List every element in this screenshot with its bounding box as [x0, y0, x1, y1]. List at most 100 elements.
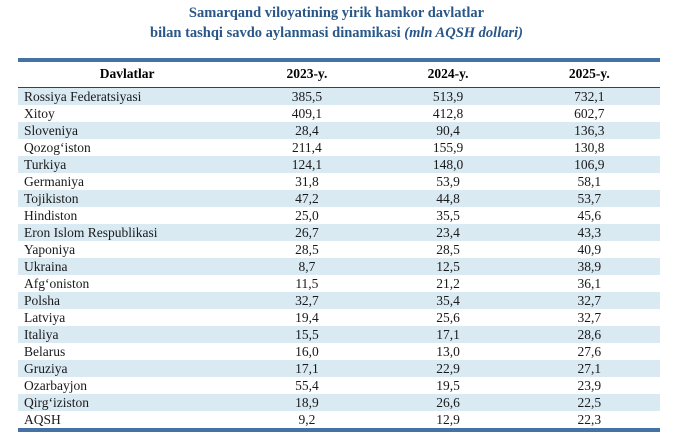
value-cell-2023: 28,4 [295, 123, 319, 139]
country-cell: Qirgʻiziston [24, 395, 89, 411]
value-cell-2025: 36,1 [577, 276, 602, 292]
country-cell: AQSH [24, 412, 61, 428]
value-cell-2023: 19,4 [295, 310, 319, 326]
country-cell: Hindiston [24, 208, 78, 224]
table-row: AQSH 9,2 12,9 22,3 [18, 411, 660, 431]
table-row: Latviya 19,4 25,6 32,7 [18, 309, 660, 327]
value-cell-2024: 12,9 [436, 412, 460, 428]
country-cell: Tojikiston [24, 191, 79, 207]
value-cell-2024: 13,0 [436, 344, 460, 360]
table-title: Samarqand viloyatining yirik hamkor davl… [0, 0, 673, 43]
country-cell: Xitoy [24, 106, 55, 122]
value-cell-2023: 17,1 [295, 361, 319, 377]
value-cell-2024: 148,0 [432, 157, 464, 173]
table-row: Tojikiston 47,2 44,8 53,7 [18, 190, 660, 208]
table-row: Germaniya 31,8 53,9 58,1 [18, 173, 660, 191]
value-cell-2025: 40,9 [577, 242, 602, 258]
table-row: Rossiya Federatsiyasi 385,5 513,9 732,1 [18, 87, 660, 106]
value-cell-2025: 732,1 [574, 89, 605, 105]
value-cell-2023: 26,7 [295, 225, 319, 241]
table-row: Eron Islom Respublikasi 26,7 23,4 43,3 [18, 224, 660, 242]
value-cell-2023: 25,0 [295, 208, 319, 224]
country-cell: Germaniya [24, 174, 84, 190]
value-cell-2023: 409,1 [291, 106, 323, 122]
country-cell: Afgʻoniston [24, 276, 90, 292]
table-row: Ukraina 8,7 12,5 38,9 [18, 258, 660, 276]
table-row: Ozarbayjon 55,4 19,5 23,9 [18, 377, 660, 395]
value-cell-2025: 32,7 [577, 293, 602, 309]
value-cell-2023: 385,5 [291, 89, 323, 105]
title-line-1: Samarqand viloyatining yirik hamkor davl… [188, 5, 485, 21]
value-cell-2023: 28,5 [295, 242, 319, 258]
table-row: Yaponiya 28,5 28,5 40,9 [18, 241, 660, 259]
table-row: Hindiston 25,0 35,5 45,6 [18, 207, 660, 225]
header-row: Davlatlar 2023-y. 2024-y. 2025-y. [18, 60, 660, 89]
value-cell-2024: 155,9 [432, 140, 464, 156]
value-cell-2023: 11,5 [295, 276, 319, 292]
value-cell-2025: 130,8 [574, 140, 605, 156]
value-cell-2024: 44,8 [436, 191, 460, 207]
country-cell: Sloveniya [24, 123, 78, 139]
country-cell: Polsha [24, 293, 61, 309]
table-row: Italiya 15,5 17,1 28,6 [18, 326, 660, 344]
country-cell: Latviya [24, 310, 66, 326]
value-cell-2023: 31,8 [295, 174, 319, 190]
country-cell: Italiya [24, 327, 59, 343]
col-header-2025: 2025-y. [518, 60, 660, 89]
table-row: Turkiya 124,1 148,0 106,9 [18, 156, 660, 174]
table-row: Xitoy 409,1 412,8 602,7 [18, 105, 660, 123]
value-cell-2024: 35,4 [436, 293, 460, 309]
col-header-2024: 2024-y. [377, 60, 519, 89]
table-row: Sloveniya 28,4 90,4 136,3 [18, 122, 660, 140]
value-cell-2024: 25,6 [436, 310, 460, 326]
value-cell-2024: 53,9 [436, 174, 460, 190]
value-cell-2025: 27,6 [577, 344, 602, 360]
value-cell-2024: 21,2 [436, 276, 460, 292]
value-cell-2024: 19,5 [436, 378, 460, 394]
value-cell-2025: 53,7 [577, 191, 602, 207]
value-cell-2023: 211,4 [291, 140, 322, 156]
title-line-2: bilan tashqi savdo aylanmasi dinamikasi … [0, 24, 673, 44]
title-line-2-text: bilan tashqi savdo aylanmasi dinamikasi [150, 24, 405, 41]
value-cell-2024: 17,1 [436, 327, 460, 343]
value-cell-2023: 9,2 [298, 412, 316, 428]
value-cell-2024: 28,5 [436, 242, 460, 258]
country-cell: Gruziya [24, 361, 68, 377]
value-cell-2024: 12,5 [436, 259, 460, 275]
value-cell-2025: 22,3 [577, 412, 602, 428]
table-row: Belarus 16,0 13,0 27,6 [18, 343, 660, 361]
value-cell-2023: 55,4 [295, 378, 319, 394]
value-cell-2025: 28,6 [577, 327, 602, 343]
value-cell-2024: 35,5 [436, 208, 460, 224]
value-cell-2025: 58,1 [577, 174, 602, 190]
value-cell-2024: 513,9 [432, 89, 464, 105]
table-row: Qirgʻiziston 18,9 26,6 22,5 [18, 394, 660, 412]
col-header-2023: 2023-y. [236, 60, 378, 89]
value-cell-2024: 412,8 [432, 106, 464, 122]
value-cell-2025: 32,7 [577, 310, 602, 326]
value-cell-2025: 45,6 [577, 208, 602, 224]
country-cell: Belarus [24, 344, 66, 360]
value-cell-2023: 124,1 [291, 157, 323, 173]
value-cell-2025: 38,9 [577, 259, 602, 275]
table-row: Afgʻoniston 11,5 21,2 36,1 [18, 275, 660, 293]
table-body: Rossiya Federatsiyasi 385,5 513,9 732,1 Xito… [18, 87, 660, 431]
value-cell-2023: 32,7 [295, 293, 319, 309]
value-cell-2023: 8,7 [298, 259, 316, 275]
title-unit: (mln AQSH dollari) [404, 24, 523, 41]
value-cell-2025: 23,9 [577, 378, 602, 394]
country-cell: Eron Islom Respublikasi [24, 225, 158, 241]
value-cell-2025: 43,3 [577, 225, 602, 241]
value-cell-2025: 602,7 [574, 106, 605, 122]
country-cell: Yaponiya [24, 242, 76, 258]
country-cell: Turkiya [24, 157, 67, 173]
value-cell-2023: 18,9 [295, 395, 319, 411]
value-cell-2023: 47,2 [295, 191, 319, 207]
country-cell: Ukraina [24, 259, 68, 275]
table-row: Qozogʻiston 211,4 155,9 130,8 [18, 139, 660, 157]
col-header-countries: Davlatlar [18, 60, 237, 89]
country-cell: Ozarbayjon [24, 378, 87, 394]
table-row: Polsha 32,7 35,4 32,7 [18, 292, 660, 310]
value-cell-2024: 22,9 [436, 361, 460, 377]
